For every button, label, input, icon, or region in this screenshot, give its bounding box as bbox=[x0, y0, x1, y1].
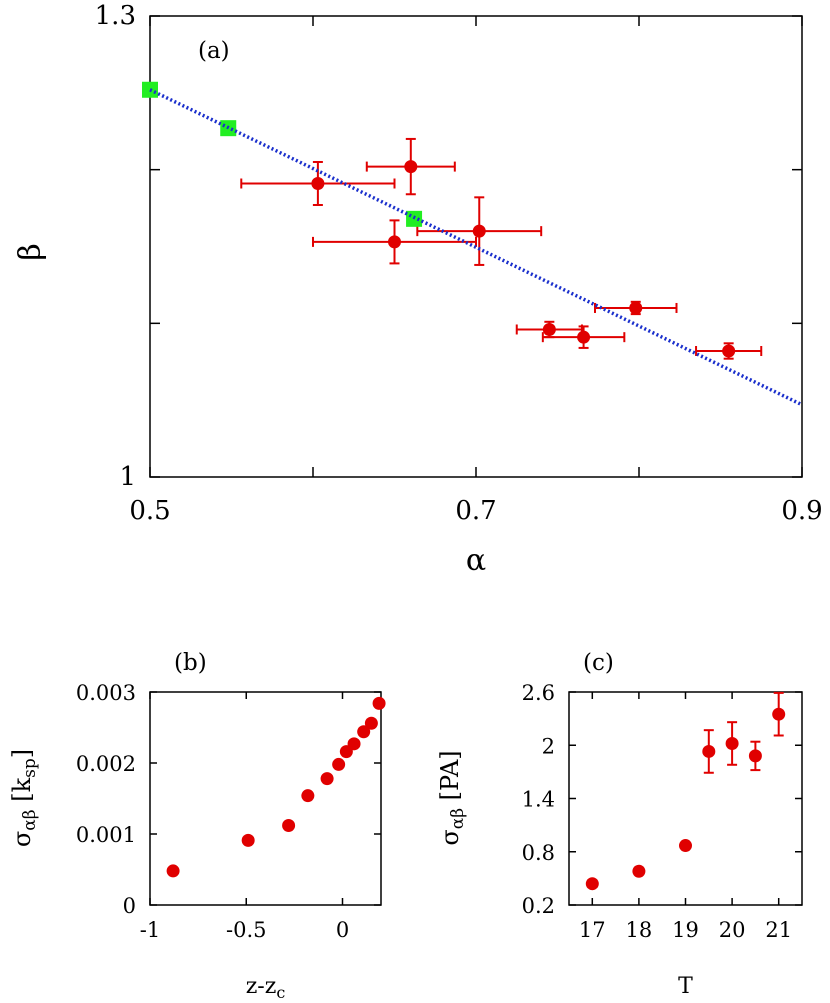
x-axis-title: T bbox=[678, 974, 693, 999]
data-point bbox=[332, 757, 346, 771]
x-tick-label: -1 bbox=[140, 918, 160, 942]
panel-label: (a) bbox=[198, 38, 230, 64]
data-point bbox=[702, 744, 716, 758]
plot-frame bbox=[568, 691, 803, 906]
y-tick-label: 0.003 bbox=[76, 681, 136, 705]
data-point bbox=[632, 864, 646, 878]
panel-b: -1 -0.5 0 0 0.001 0.002 0.003 (b) z-zc σαβ [ksp] bbox=[8, 650, 386, 1002]
data-point bbox=[679, 839, 692, 853]
y-tick-label: 0 bbox=[123, 894, 136, 918]
x-tick-label: -0.5 bbox=[226, 918, 267, 942]
y-axis-title: σαβ [PA] bbox=[436, 750, 468, 845]
data-point bbox=[357, 725, 371, 739]
x-axis-title: α bbox=[466, 543, 486, 578]
data-point bbox=[347, 737, 361, 751]
data-point bbox=[722, 344, 736, 358]
y-tick-label: 1 bbox=[119, 462, 136, 492]
x-tick-label: 19 bbox=[672, 918, 699, 942]
data-point bbox=[585, 877, 599, 891]
data-point bbox=[372, 696, 386, 710]
y-tick-label: 1.4 bbox=[522, 788, 555, 812]
plot-frame bbox=[149, 691, 382, 906]
y-axis-title: β bbox=[13, 243, 48, 260]
x-tick-label: 21 bbox=[765, 918, 792, 942]
data-point bbox=[388, 235, 401, 249]
x-tick-label: 17 bbox=[579, 918, 606, 942]
data-point bbox=[311, 176, 325, 190]
x-tick-label: 20 bbox=[719, 918, 746, 942]
x-axis-title: z-zc bbox=[246, 974, 286, 1002]
y-tick-label: 0.2 bbox=[522, 894, 555, 918]
data-point bbox=[301, 789, 315, 803]
y-tick-label: 0.8 bbox=[522, 841, 555, 865]
x-tick-label: 0.7 bbox=[455, 496, 496, 526]
data-point bbox=[282, 818, 296, 832]
data-point bbox=[772, 707, 786, 721]
panel-label: (c) bbox=[583, 650, 614, 676]
panel-a: 0.5 0.7 0.9 1 1.3 (a) α β bbox=[13, 1, 823, 578]
data-point bbox=[364, 716, 378, 730]
data-point bbox=[748, 749, 762, 763]
y-tick-label: 2 bbox=[542, 734, 555, 758]
x-tick-label: 0.9 bbox=[781, 496, 822, 526]
data-point bbox=[166, 864, 180, 878]
y-tick-label: 0.001 bbox=[76, 823, 136, 847]
data-point bbox=[725, 736, 739, 750]
panel-label: (b) bbox=[174, 650, 207, 676]
x-tick-label: 0.5 bbox=[129, 496, 170, 526]
y-tick-label: 1.3 bbox=[95, 1, 136, 31]
x-tick-label: 18 bbox=[626, 918, 653, 942]
data-point bbox=[472, 224, 486, 238]
data-point bbox=[404, 160, 418, 174]
y-tick-label: 2.6 bbox=[522, 681, 555, 705]
data-point bbox=[577, 330, 591, 344]
data-point bbox=[629, 301, 643, 315]
y-tick-label: 0.002 bbox=[76, 752, 136, 776]
data-point bbox=[542, 322, 556, 336]
y-axis-title: σαβ [ksp] bbox=[8, 749, 40, 847]
data-point bbox=[241, 833, 255, 847]
data-point bbox=[320, 772, 334, 786]
x-tick-label: 0 bbox=[336, 918, 349, 942]
fit-line bbox=[149, 88, 803, 407]
